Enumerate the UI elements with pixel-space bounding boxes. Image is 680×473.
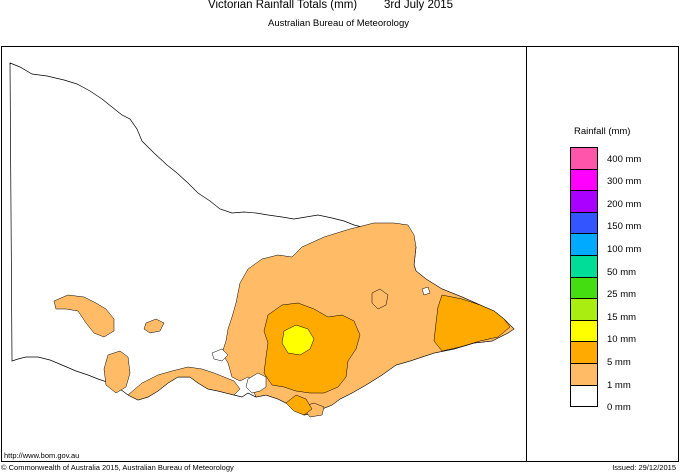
legend-label: 10 mm bbox=[607, 334, 637, 346]
rain-area-5mm-central bbox=[263, 302, 361, 394]
legend-label: 150 mm bbox=[607, 221, 642, 233]
footer-issued: Issued: 29/12/2015 bbox=[612, 463, 676, 472]
legend-swatch bbox=[570, 298, 598, 321]
map-title: Victorian Rainfall Totals (mm) bbox=[208, 0, 358, 11]
legend-label: 25 mm bbox=[607, 289, 637, 301]
legend-swatch bbox=[570, 190, 598, 213]
legend-label: 15 mm bbox=[607, 311, 637, 323]
rain-area-1mm-west-2 bbox=[103, 350, 131, 394]
legend-swatch bbox=[570, 384, 598, 408]
legend-swatch bbox=[570, 211, 598, 235]
legend-label: 100 mm bbox=[607, 244, 642, 255]
legend-divider bbox=[526, 46, 527, 462]
map-date: 3rd July 2015 bbox=[384, 0, 454, 11]
victoria-map bbox=[9, 62, 515, 418]
header: Victorian Rainfall Totals (mm) 3rd July … bbox=[0, 0, 680, 14]
rain-area-1mm-coast bbox=[127, 366, 241, 401]
rain-area-5mm-east bbox=[433, 294, 511, 352]
legend-swatch bbox=[570, 233, 598, 256]
map-subtitle: Australian Bureau of Meteorology bbox=[268, 18, 409, 29]
legend-swatch bbox=[570, 362, 598, 386]
legend-label: 200 mm bbox=[607, 198, 642, 210]
legend-swatch bbox=[570, 276, 598, 300]
rain-area-5mm-south bbox=[285, 394, 313, 416]
footer-copyright: © Commonwealth of Australia 2015, Austra… bbox=[1, 463, 234, 472]
legend-label: 50 mm bbox=[607, 266, 637, 278]
legend-color-bar bbox=[570, 147, 598, 408]
legend-label: 400 mm bbox=[607, 153, 642, 165]
legend-swatch bbox=[570, 168, 598, 192]
rain-area-1mm-west-3 bbox=[143, 318, 165, 334]
western-port bbox=[211, 348, 229, 362]
legend-swatch bbox=[570, 147, 598, 170]
lake-spot bbox=[421, 286, 431, 296]
legend-swatch bbox=[570, 254, 598, 278]
legend-label: 1 mm bbox=[607, 379, 631, 391]
legend-label: 0 mm bbox=[607, 402, 631, 414]
rain-area-10mm bbox=[281, 324, 315, 356]
legend-label: 5 mm bbox=[607, 357, 631, 368]
legend-swatch bbox=[570, 319, 598, 343]
legend-label: 300 mm bbox=[607, 176, 642, 188]
rain-area-1mm-west-1 bbox=[53, 294, 115, 338]
footer-url[interactable]: http://www.bom.gov.au bbox=[4, 451, 80, 460]
map-frame bbox=[1, 46, 679, 462]
port-phillip-bay bbox=[245, 372, 267, 394]
legend-title: Rainfall (mm) bbox=[574, 126, 631, 137]
legend-swatch bbox=[570, 341, 598, 364]
rain-area-1mm-east-spot bbox=[371, 288, 389, 310]
